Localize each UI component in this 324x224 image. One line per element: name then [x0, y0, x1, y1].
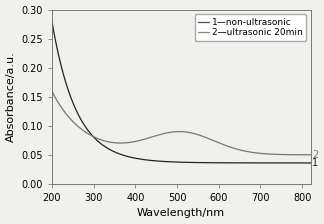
Text: 2: 2 — [312, 150, 318, 160]
Text: 1: 1 — [312, 158, 318, 168]
Y-axis label: Absorbance/a.u.: Absorbance/a.u. — [6, 51, 16, 142]
X-axis label: Wavelength/nm: Wavelength/nm — [137, 209, 225, 218]
Legend: 1—non-ultrasonic, 2—ultrasonic 20min: 1—non-ultrasonic, 2—ultrasonic 20min — [194, 14, 306, 41]
